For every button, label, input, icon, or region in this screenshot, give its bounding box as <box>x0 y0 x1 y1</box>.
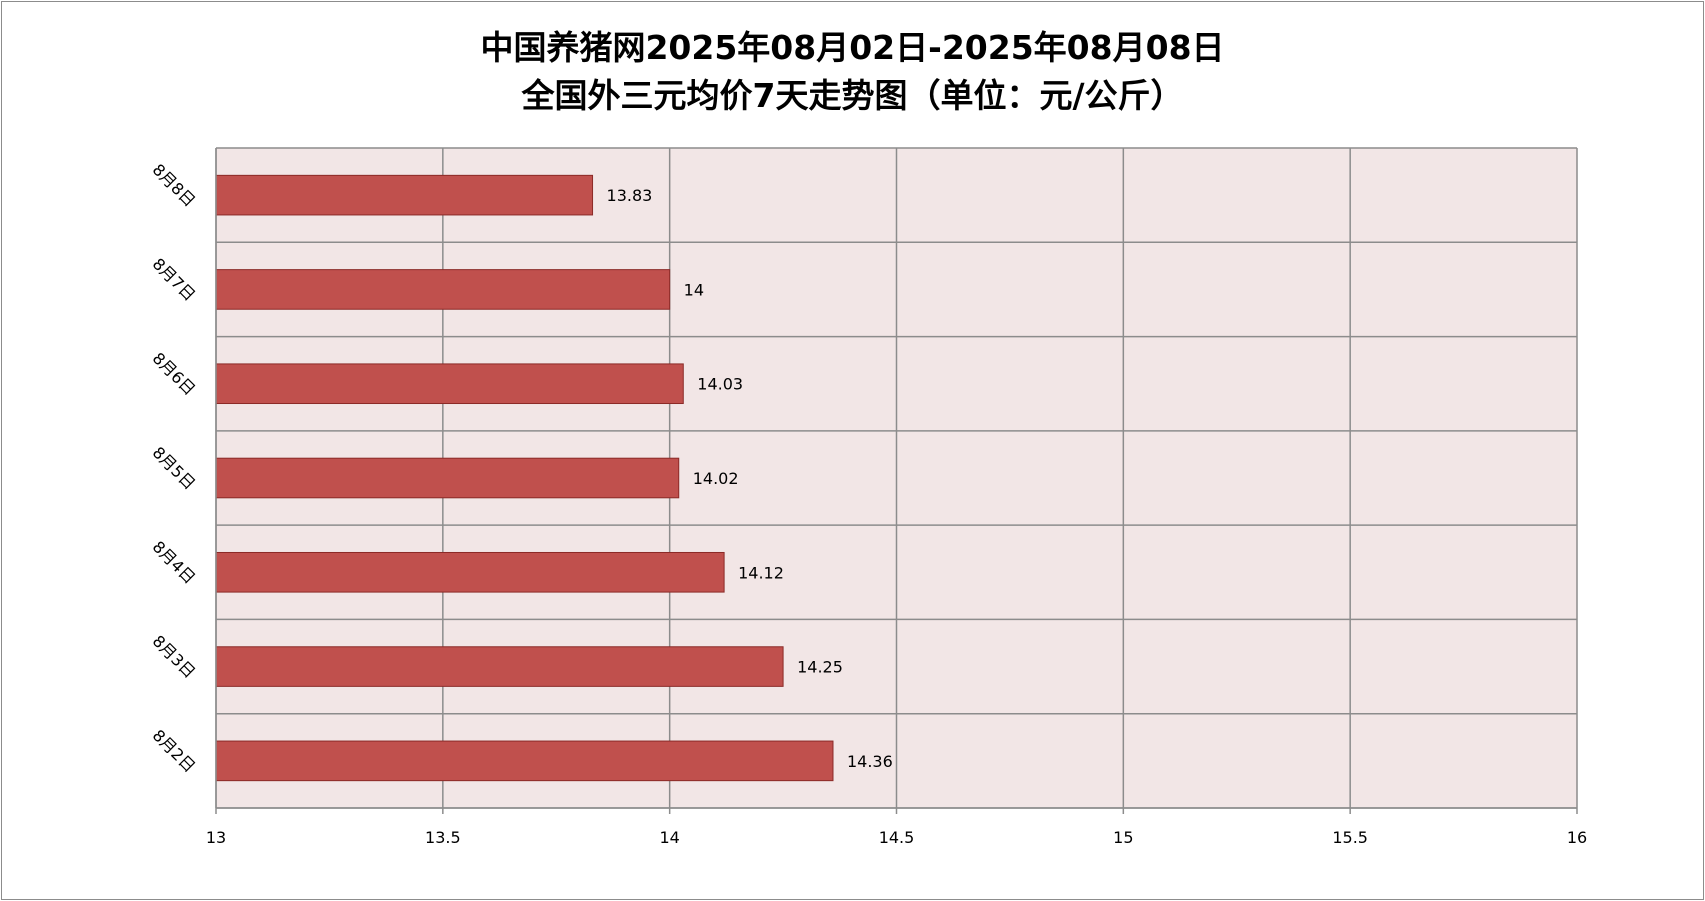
y-category-label: 8月3日 <box>149 631 199 681</box>
x-tick-label: 14.5 <box>879 828 915 847</box>
chart-title-line-1: 中国养猪网2025年08月02日-2025年08月08日 <box>480 28 1225 67</box>
bar <box>215 363 684 405</box>
x-tick-label: 16 <box>1567 828 1587 847</box>
bar <box>215 269 671 310</box>
y-category-label: 8月4日 <box>149 537 199 587</box>
x-tick-label: 15 <box>1113 828 1133 847</box>
y-category-label: 8月2日 <box>149 726 199 776</box>
bar <box>215 740 834 782</box>
y-category-label: 8月7日 <box>149 254 199 304</box>
bar-data-label: 14 <box>684 280 704 299</box>
bar <box>215 174 594 216</box>
x-tick-label: 13.5 <box>425 828 461 847</box>
x-tick-label: 14 <box>659 828 679 847</box>
bar-data-label: 14.02 <box>693 469 739 488</box>
y-category-label: 8月5日 <box>149 443 199 493</box>
bar <box>215 646 784 687</box>
y-category-label: 8月8日 <box>149 160 199 210</box>
bar-data-label: 14.36 <box>847 752 893 771</box>
bar-data-label: 14.03 <box>697 375 743 394</box>
bar-data-label: 14.25 <box>797 658 843 677</box>
x-tick-label: 13 <box>206 828 226 847</box>
y-category-label: 8月6日 <box>149 349 199 399</box>
bar-data-label: 13.83 <box>607 186 653 205</box>
bar-data-label: 14.12 <box>738 563 784 582</box>
x-tick-label: 15.5 <box>1332 828 1368 847</box>
bar <box>215 457 680 499</box>
chart-title-line-2: 全国外三元均价7天走势图（单位：元/公斤） <box>521 76 1184 115</box>
bar <box>215 551 725 593</box>
chart-title: 中国养猪网2025年08月02日-2025年08月08日 全国外三元均价7天走势… <box>0 24 1705 120</box>
